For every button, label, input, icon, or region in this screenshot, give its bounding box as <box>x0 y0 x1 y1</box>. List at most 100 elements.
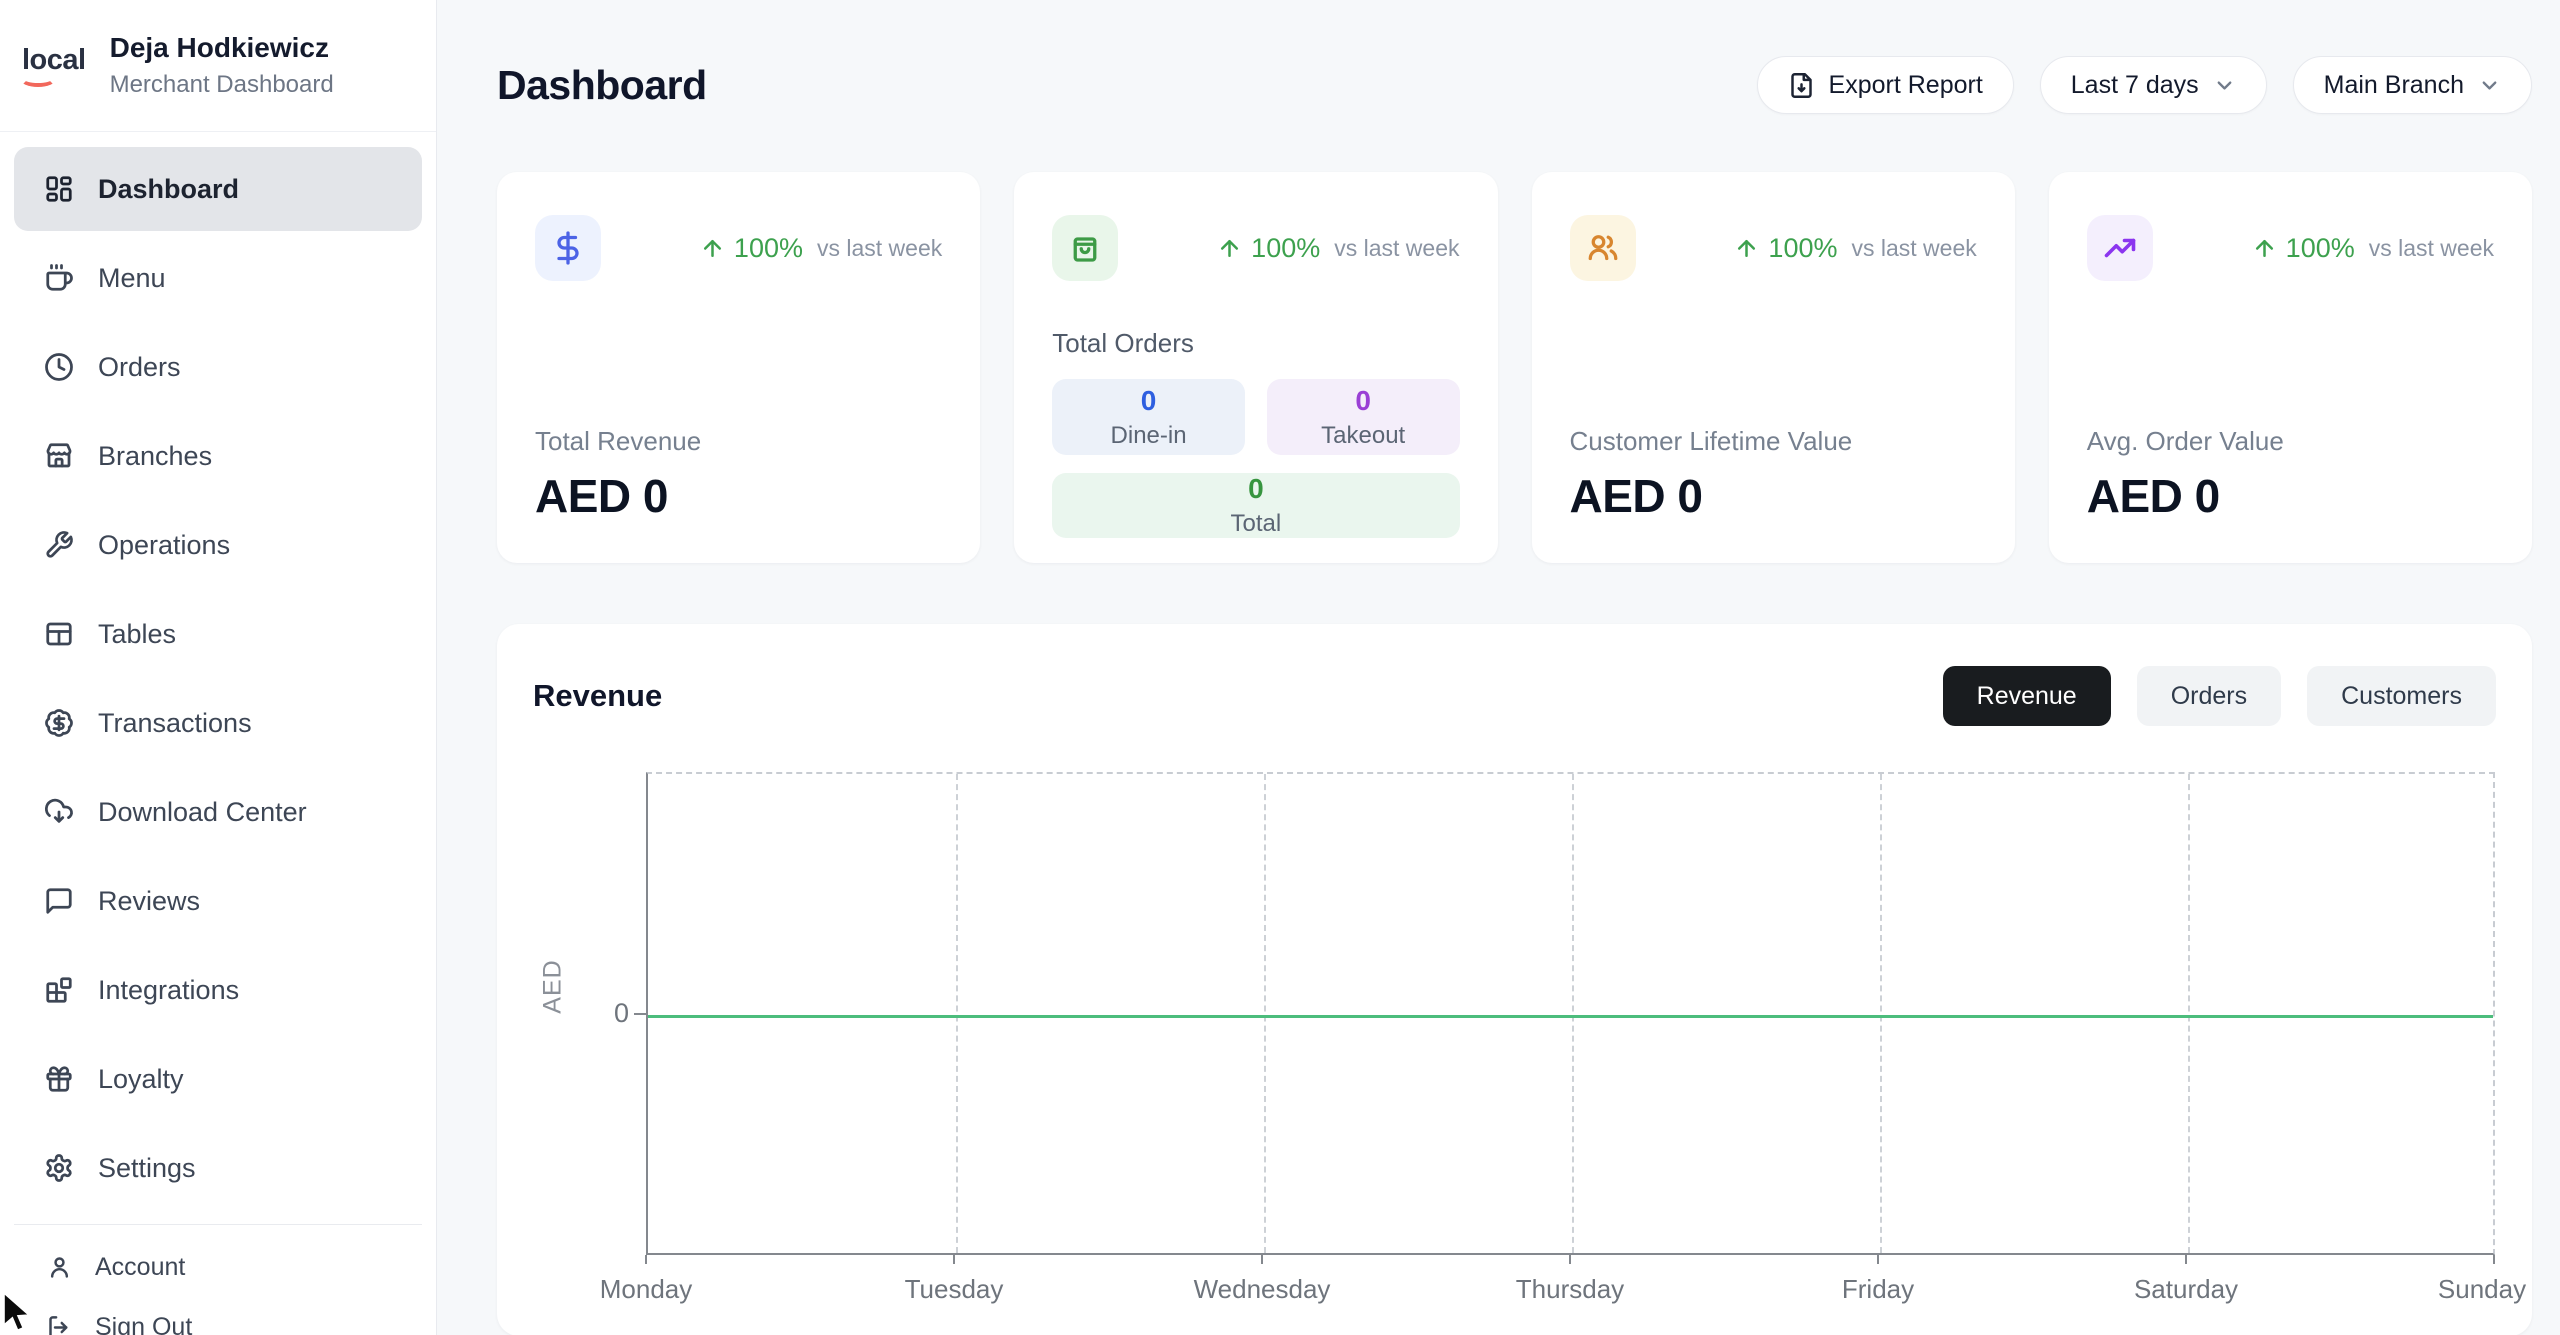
x-axis-tick-mark <box>1261 1255 1263 1264</box>
sidebar-item-label: Operations <box>98 529 231 560</box>
change-indicator: 100% vs last week <box>2252 233 2494 264</box>
change-note: vs last week <box>2368 234 2494 261</box>
sidebar-item-transactions[interactable]: Transactions <box>14 681 422 765</box>
user-role: Merchant Dashboard <box>109 71 334 98</box>
user-name: Deja Hodkiewicz <box>109 32 329 63</box>
change-note: vs last week <box>816 234 943 261</box>
revenue-series-line <box>648 1015 2493 1018</box>
export-report-label: Export Report <box>1828 70 1983 99</box>
profile-header: local Deja Hodkiewicz Merchant Dashboard <box>0 0 436 132</box>
table-icon <box>46 622 72 646</box>
sidebar-item-reviews[interactable]: Reviews <box>14 859 422 943</box>
sidebar-divider <box>14 1224 422 1225</box>
total-revenue-card: 100% vs last week Total Revenue AED 0 <box>497 172 981 563</box>
x-axis-tick-mark <box>2493 1255 2495 1264</box>
tab-customers[interactable]: Customers <box>2307 666 2496 726</box>
metric-value: AED 0 <box>535 470 668 522</box>
change-indicator: 100% vs last week <box>700 233 942 264</box>
sidebar-item-label: Sign Out <box>95 1312 193 1335</box>
total-orders-card: 100% vs last week Total Orders 0 Dine-in… <box>1014 172 1498 563</box>
sidebar-item-label: Transactions <box>98 707 252 738</box>
arrow-up-icon <box>703 239 721 257</box>
tab-orders[interactable]: Orders <box>2136 666 2282 726</box>
change-percent: 100% <box>2285 232 2355 263</box>
revenue-chart: AED 0 Monday Tuesday Wednesday Thursday <box>497 624 2532 1335</box>
badge-dollar-icon <box>45 709 73 737</box>
dine-in-value: 0 <box>1140 384 1157 416</box>
branch-dropdown[interactable]: Main Branch <box>2292 56 2532 114</box>
arrow-up-icon <box>1738 239 1756 257</box>
x-axis-label: Monday <box>599 1274 693 1304</box>
x-axis-label: Tuesday <box>904 1274 1004 1304</box>
clock-icon <box>45 353 73 381</box>
metric-label: Total Revenue <box>535 426 702 456</box>
sidebar-item-tables[interactable]: Tables <box>14 592 422 676</box>
sidebar-item-branches[interactable]: Branches <box>14 414 422 498</box>
sidebar-item-label: Orders <box>98 351 181 382</box>
sidebar-item-label: Menu <box>98 262 166 293</box>
sidebar-item-dashboard[interactable]: Dashboard <box>14 147 422 231</box>
sidebar-item-settings[interactable]: Settings <box>14 1126 422 1210</box>
export-report-button[interactable]: Export Report <box>1756 56 2014 114</box>
tab-revenue[interactable]: Revenue <box>1942 666 2111 726</box>
sidebar-item-label: Integrations <box>98 974 240 1005</box>
sidebar-item-account[interactable]: Account <box>14 1237 422 1297</box>
brand-logo: local <box>20 44 86 87</box>
branch-value: Main Branch <box>2323 70 2464 99</box>
page-title: Dashboard <box>497 61 707 108</box>
change-note: vs last week <box>1334 234 1460 261</box>
sidebar: local Deja Hodkiewicz Merchant Dashboard… <box>0 0 437 1335</box>
sidebar-item-operations[interactable]: Operations <box>14 503 422 587</box>
date-range-value: Last 7 days <box>2070 70 2199 99</box>
arrow-up-icon <box>2255 239 2273 257</box>
metric-label: Avg. Order Value <box>2086 426 2284 456</box>
date-range-dropdown[interactable]: Last 7 days <box>2039 56 2267 114</box>
sidebar-item-download-center[interactable]: Download Center <box>14 770 422 854</box>
takeout-stat: 0 Takeout <box>1266 379 1460 455</box>
revenue-chart-card: Revenue Revenue Orders Customers AED 0 <box>497 624 2532 1335</box>
chart-plot-area <box>646 772 2495 1255</box>
y-axis-label: AED <box>538 959 567 1014</box>
logo-smile-icon <box>20 71 56 87</box>
change-indicator: 100% vs last week <box>1734 233 1977 264</box>
metric-label: Total Orders <box>1052 328 1194 358</box>
sidebar-nav: Dashboard Menu Orders Branches Operation… <box>0 132 436 1335</box>
change-percent: 100% <box>1251 232 1321 263</box>
arrow-up-icon <box>1221 239 1239 257</box>
x-axis-label: Wednesday <box>1193 1274 1331 1304</box>
sidebar-item-sign-out[interactable]: Sign Out <box>14 1297 422 1335</box>
orders-total-label: Total <box>1230 510 1282 537</box>
x-axis-tick-mark <box>953 1255 955 1264</box>
gridline <box>956 774 958 1253</box>
sidebar-item-integrations[interactable]: Integrations <box>14 948 422 1032</box>
gridline <box>1264 774 1266 1253</box>
dashboard-icon <box>46 176 72 202</box>
x-axis-label: Friday <box>1841 1274 1915 1304</box>
change-note: vs last week <box>1851 234 1977 261</box>
wrench-icon <box>46 531 73 558</box>
gift-icon <box>46 1066 72 1092</box>
sidebar-item-label: Branches <box>98 440 213 471</box>
customer-lifetime-value-card: 100% vs last week Customer Lifetime Valu… <box>1531 172 2015 563</box>
sidebar-item-orders[interactable]: Orders <box>14 325 422 409</box>
x-axis-label: Saturday <box>2133 1274 2239 1304</box>
mouse-cursor <box>3 1293 31 1332</box>
gridline <box>2188 774 2190 1253</box>
logout-icon <box>49 1315 68 1335</box>
metric-value: AED 0 <box>1569 470 1703 522</box>
x-axis-tick-mark <box>645 1255 647 1264</box>
dine-in-stat: 0 Dine-in <box>1052 379 1245 455</box>
y-axis-tick: 0 <box>613 998 629 1028</box>
coffee-icon <box>46 264 73 291</box>
sidebar-item-label: Download Center <box>98 796 307 827</box>
chevron-down-icon <box>2217 80 2232 90</box>
change-indicator: 100% vs last week <box>1217 232 1460 264</box>
file-download-icon <box>1790 72 1812 98</box>
sidebar-item-menu[interactable]: Menu <box>14 236 422 320</box>
x-axis-label: Thursday <box>1515 1274 1625 1304</box>
dollar-icon <box>535 215 601 281</box>
sidebar-item-label: Account <box>95 1252 186 1281</box>
sidebar-item-loyalty[interactable]: Loyalty <box>14 1037 422 1121</box>
sidebar-item-label: Reviews <box>98 885 201 916</box>
gear-icon <box>46 1154 72 1182</box>
